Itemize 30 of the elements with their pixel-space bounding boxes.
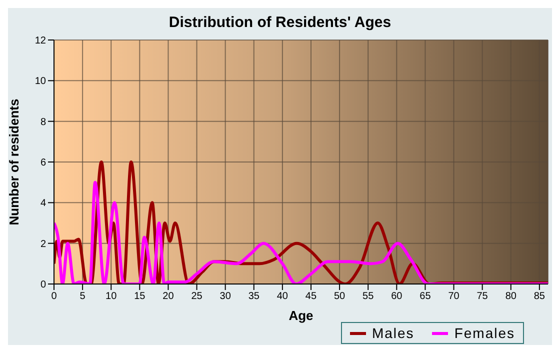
x-tick-label: 65 [420, 291, 432, 302]
x-tick-label: 0 [51, 291, 58, 302]
x-axis-title: Age [288, 308, 314, 323]
x-tick-label: 20 [162, 291, 174, 302]
y-tick-label: 12 [34, 36, 46, 47]
x-tick-label: 85 [534, 291, 546, 302]
legend-label: Males [370, 325, 414, 341]
y-tick-label: 0 [40, 280, 46, 291]
x-tick-label: 80 [505, 291, 517, 302]
x-tick-label: 30 [220, 291, 232, 302]
y-tick-label: 2 [40, 238, 46, 250]
legend-label: Females [453, 325, 515, 341]
chart-title: Distribution of Residents' Ages [168, 13, 392, 33]
x-tick-label: 5 [80, 291, 86, 302]
y-tick-label: 8 [40, 116, 46, 128]
y-tick-label: 10 [34, 76, 46, 88]
y-tick-label: 6 [40, 158, 46, 169]
x-tick-label: 75 [476, 291, 488, 302]
x-tick-label: 50 [334, 291, 346, 302]
x-tick-label: 25 [191, 291, 203, 302]
x-tick-label: 15 [134, 291, 146, 302]
x-tick-label: 40 [276, 291, 288, 302]
x-tick-label: 10 [106, 291, 118, 302]
x-tick-label: 60 [391, 291, 403, 302]
x-tick-label: 55 [362, 291, 374, 302]
x-tick-label: 45 [305, 291, 317, 302]
y-axis-title: Number of residents [6, 98, 22, 226]
y-tick-label: 4 [40, 198, 46, 210]
x-tick-label: 70 [448, 291, 460, 302]
x-tick-label: 35 [248, 291, 260, 302]
